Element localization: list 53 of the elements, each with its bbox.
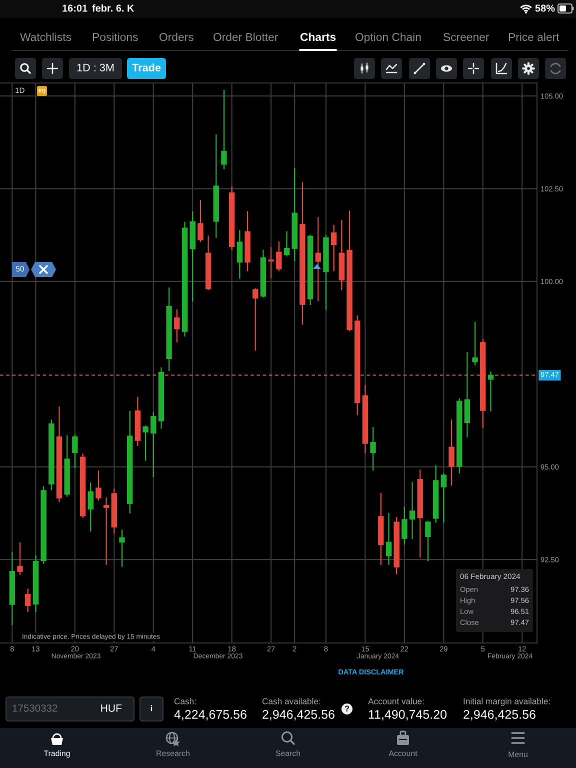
text: febr. 6. K bbox=[92, 4, 134, 12]
text: 4,224,675.56 bbox=[174, 710, 246, 720]
text: Account value: bbox=[368, 698, 424, 704]
text: 2,946,425.56 bbox=[464, 710, 536, 720]
candlestick bbox=[472, 322, 478, 366]
text: Trade bbox=[132, 63, 161, 72]
text: Positions bbox=[92, 32, 138, 42]
candlestick bbox=[284, 231, 290, 256]
candlestick bbox=[142, 425, 148, 461]
text: HUF bbox=[101, 704, 122, 712]
candlestick bbox=[276, 242, 282, 272]
text: Order Blotter bbox=[214, 32, 278, 42]
candlestick bbox=[402, 506, 408, 545]
text: ? bbox=[344, 706, 350, 712]
candlestick bbox=[198, 200, 204, 242]
candlestick bbox=[488, 371, 494, 412]
candlestick bbox=[464, 352, 470, 438]
candlestick bbox=[17, 542, 23, 575]
candlestick bbox=[409, 482, 416, 539]
candlestick bbox=[370, 426, 376, 471]
text: Watchlists bbox=[20, 32, 72, 42]
candlestick bbox=[96, 470, 102, 500]
candlestick bbox=[440, 473, 446, 523]
candlestick bbox=[268, 247, 274, 278]
text: 58% bbox=[535, 4, 555, 12]
text: i bbox=[150, 705, 152, 712]
text: 2,946,425.56 bbox=[262, 710, 334, 720]
text: Charts bbox=[300, 32, 336, 42]
text: Initial margin available: bbox=[464, 698, 550, 706]
candlestick bbox=[330, 224, 337, 272]
candlestick bbox=[103, 497, 110, 565]
candlestick bbox=[174, 309, 180, 342]
candlestick bbox=[150, 412, 156, 478]
text: Cash: bbox=[174, 698, 196, 704]
candlestick bbox=[88, 482, 94, 532]
text: Screener bbox=[444, 32, 490, 42]
text: 16:01 bbox=[62, 4, 88, 12]
candlestick bbox=[119, 530, 125, 567]
candlestick bbox=[252, 288, 258, 351]
text: Orders bbox=[160, 32, 194, 42]
text: 11,490,745.20 bbox=[368, 710, 447, 720]
text: 17530332 bbox=[12, 704, 58, 712]
text: 1D : 3M bbox=[77, 64, 114, 72]
candlestick bbox=[448, 420, 454, 486]
text: Option Chain bbox=[356, 32, 421, 44]
text: Cash available: bbox=[262, 698, 320, 704]
candlestick bbox=[221, 90, 227, 170]
candlestick bbox=[425, 521, 431, 562]
text: Price alert bbox=[508, 32, 560, 42]
candlestick bbox=[386, 513, 392, 565]
candlestick bbox=[72, 434, 78, 468]
candlestick bbox=[25, 588, 31, 612]
candlestick bbox=[236, 230, 243, 279]
